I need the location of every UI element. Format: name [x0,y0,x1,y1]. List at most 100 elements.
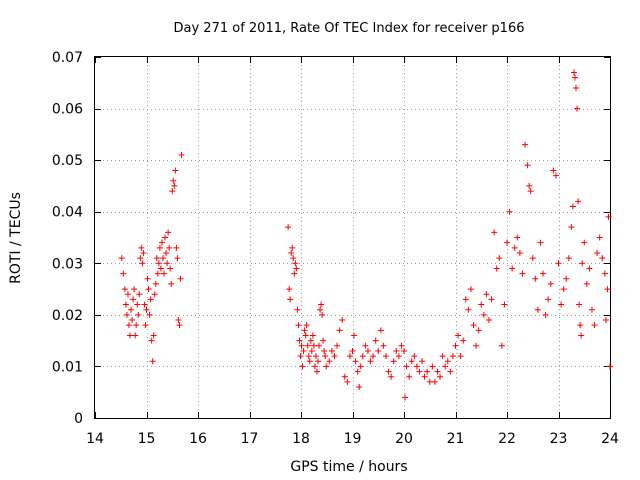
data-point [177,275,184,282]
data-point [496,255,503,262]
data-point [434,368,441,375]
x-tick-label: 20 [395,431,413,447]
y-axis-label: ROTI / TECUs [8,192,24,284]
data-point [120,270,127,277]
y-tick-label: 0.01 [52,359,83,375]
data-point [478,301,485,308]
data-point [447,368,454,375]
data-point [174,255,181,262]
data-point [309,332,316,339]
x-tick-label: 21 [447,431,465,447]
y-tick-label: 0.04 [52,205,83,221]
data-point [165,229,172,236]
data-point [498,342,505,349]
data-point [511,244,518,251]
data-point [297,353,304,360]
data-point [169,188,176,195]
grid-lines [95,57,610,418]
data-point [402,394,409,401]
y-tick-label: 0.03 [52,256,83,272]
data-point [320,337,327,344]
data-point [312,353,319,360]
y-tick-label: 0 [74,411,83,427]
data-point [132,332,139,339]
data-point [452,342,459,349]
data-point [395,353,402,360]
data-point [385,368,392,375]
data-point [390,358,397,365]
data-point [462,296,469,303]
data-points [118,69,613,401]
data-point [125,322,132,329]
data-point [607,363,613,370]
x-axis-label: GPS time / hours [290,459,407,475]
data-point [300,347,307,354]
data-point [334,342,341,349]
data-point [485,317,492,324]
data-point [140,249,147,256]
data-point [306,358,313,365]
data-point [298,342,305,349]
data-point [178,151,185,158]
data-point [152,280,159,287]
data-point [301,327,308,334]
data-point [143,306,150,313]
data-point [339,317,346,324]
data-point [514,234,521,241]
data-point [164,260,171,267]
y-tick-labels: 0 0.01 0.02 0.03 0.04 0.05 0.06 0.07 [52,50,83,427]
data-point [128,306,135,313]
data-point [129,317,136,324]
data-point [604,286,611,293]
data-point [308,347,315,354]
data-point [576,301,583,308]
data-point [319,311,326,318]
x-tick-label: 22 [498,431,516,447]
data-point [370,353,377,360]
data-point [509,265,516,272]
data-point [118,255,125,262]
x-tick-label: 15 [138,431,156,447]
data-point [150,332,157,339]
data-point [601,270,608,277]
data-point [403,363,410,370]
data-point [322,353,329,360]
data-point [148,337,155,344]
data-point [171,182,178,189]
data-point [121,286,128,293]
data-point [285,224,292,231]
data-point [141,301,148,308]
data-point [460,337,467,344]
data-point [569,203,576,210]
data-point [161,270,168,277]
data-point [286,286,293,293]
data-point [550,167,557,174]
data-point [540,270,547,277]
data-point [408,358,415,365]
data-point [411,353,418,360]
y-tick-label: 0.02 [52,308,83,324]
data-point [175,317,182,324]
data-point [583,280,590,287]
data-point [504,239,510,246]
data-point [579,260,586,267]
data-point [449,353,456,360]
data-point [362,342,369,349]
data-point [167,265,174,272]
x-tick-label: 16 [189,431,207,447]
data-point [173,244,180,251]
data-point [491,229,498,236]
data-point [563,275,570,282]
data-point [516,249,523,256]
data-point [570,69,577,76]
data-point [154,270,161,277]
data-point [493,265,500,272]
axis-ticks [95,57,611,419]
data-point [155,260,162,267]
data-point [299,363,306,370]
data-point [416,368,423,375]
data-point [372,337,379,344]
data-point [444,358,451,365]
data-point [302,332,309,339]
